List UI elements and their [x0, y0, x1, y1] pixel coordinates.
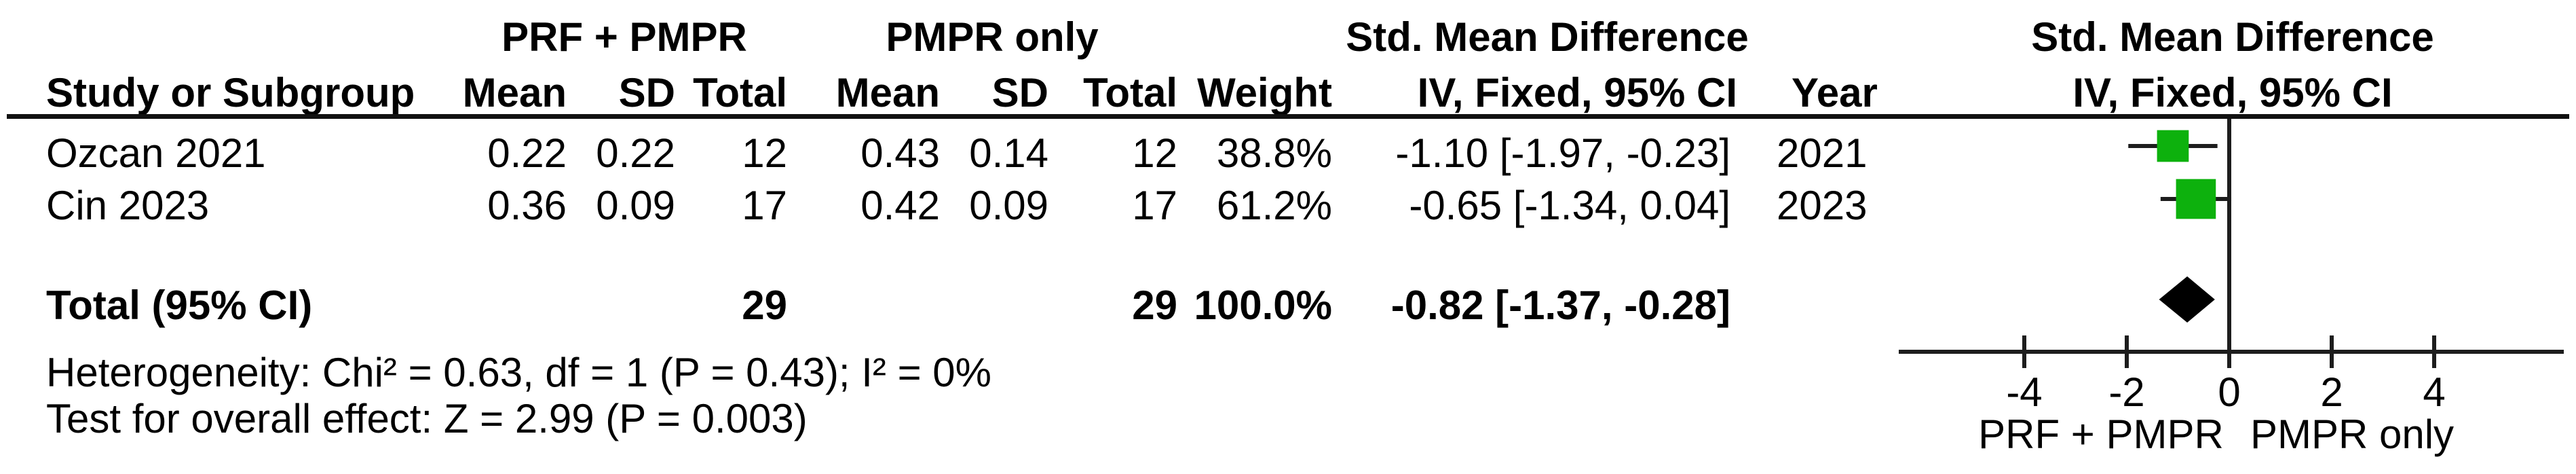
total-row-label: Total (95% CI) [46, 282, 313, 328]
group2-header: PMPR only [886, 14, 1099, 60]
col-year-header: Year [1792, 70, 1878, 115]
col-sd1-header: SD [618, 70, 675, 115]
ci-value: -1.10 [-1.97, -0.23] [1395, 130, 1730, 176]
svg-text:2: 2 [2320, 369, 2343, 415]
overall-effect-text: Test for overall effect: Z = 2.99 (P = 0… [46, 396, 808, 441]
col-ci-header-left: IV, Fixed, 95% CI [1417, 70, 1737, 115]
total1-value: 17 [742, 183, 787, 228]
total-row-total2: 29 [1132, 282, 1177, 328]
total-row-ci: -0.82 [-1.37, -0.28] [1390, 282, 1730, 328]
year-value: 2021 [1777, 130, 1868, 176]
smd-header-left: Std. Mean Difference [1346, 14, 1749, 60]
sd2-value: 0.14 [969, 130, 1048, 176]
sd1-value: 0.22 [596, 130, 675, 176]
total2-value: 12 [1132, 130, 1177, 176]
weight-value: 38.8% [1216, 130, 1332, 176]
col-mean1-header: Mean [462, 70, 567, 115]
year-value: 2023 [1777, 183, 1868, 228]
axis-right-label: PMPR only [2250, 412, 2455, 457]
smd-header-right: Std. Mean Difference [2031, 14, 2434, 60]
svg-text:-2: -2 [2108, 369, 2144, 415]
sd2-value: 0.09 [969, 183, 1048, 228]
col-study-header: Study or Subgroup [46, 70, 415, 115]
svg-text:-4: -4 [2006, 369, 2042, 415]
mean1-value: 0.36 [487, 183, 567, 228]
col-total1-header: Total [693, 70, 787, 115]
study-label: Ozcan 2021 [46, 130, 266, 176]
svg-text:0: 0 [2218, 369, 2240, 415]
sd1-value: 0.09 [596, 183, 675, 228]
svg-text:4: 4 [2423, 369, 2445, 415]
ci-value: -0.65 [-1.34, 0.04] [1409, 183, 1730, 228]
weight-value: 61.2% [1216, 183, 1332, 228]
col-mean2-header: Mean [835, 70, 940, 115]
total-row-weight: 100.0% [1194, 282, 1333, 328]
mean1-value: 0.22 [487, 130, 567, 176]
study-label: Cin 2023 [46, 183, 210, 228]
total2-value: 17 [1132, 183, 1177, 228]
col-ci-header-right: IV, Fixed, 95% CI [2072, 70, 2393, 115]
heterogeneity-text: Heterogeneity: Chi² = 0.63, df = 1 (P = … [46, 350, 992, 395]
col-total2-header: Total [1083, 70, 1177, 115]
header-rule [7, 114, 2569, 119]
axis-left-label: PRF + PMPR [1978, 412, 2224, 457]
total1-value: 12 [742, 130, 787, 176]
group1-header: PRF + PMPR [501, 14, 747, 60]
total-row-total1: 29 [742, 282, 787, 328]
col-sd2-header: SD [991, 70, 1048, 115]
mean2-value: 0.43 [860, 130, 940, 176]
mean2-value: 0.42 [860, 183, 940, 228]
col-weight-header: Weight [1197, 70, 1332, 115]
